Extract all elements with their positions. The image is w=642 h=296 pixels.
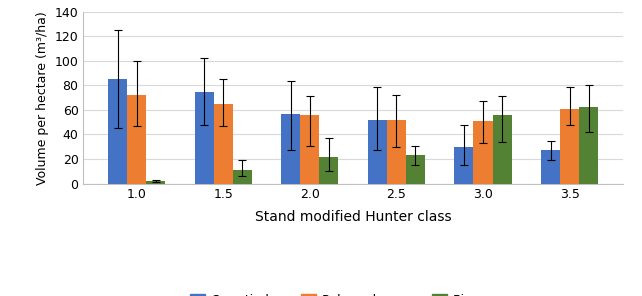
- Bar: [579, 107, 598, 184]
- Y-axis label: Volume per hectare (m³/ha): Volume per hectare (m³/ha): [36, 11, 49, 184]
- Bar: [232, 170, 252, 184]
- Bar: [541, 150, 560, 184]
- Bar: [214, 104, 232, 184]
- Bar: [146, 181, 165, 184]
- Bar: [127, 95, 146, 184]
- Bar: [300, 115, 319, 184]
- Bar: [195, 91, 214, 184]
- Bar: [455, 147, 474, 184]
- Bar: [474, 121, 492, 184]
- Bar: [387, 120, 406, 184]
- Bar: [319, 157, 338, 184]
- Bar: [492, 115, 512, 184]
- Bar: [281, 114, 300, 184]
- Bar: [406, 155, 425, 184]
- Bar: [560, 109, 579, 184]
- X-axis label: Stand modified Hunter class: Stand modified Hunter class: [255, 210, 451, 224]
- Bar: [108, 79, 127, 184]
- Legend: Sawntimber, Pulp and paper, Bioenergy: Sawntimber, Pulp and paper, Bioenergy: [185, 289, 521, 296]
- Bar: [368, 120, 387, 184]
